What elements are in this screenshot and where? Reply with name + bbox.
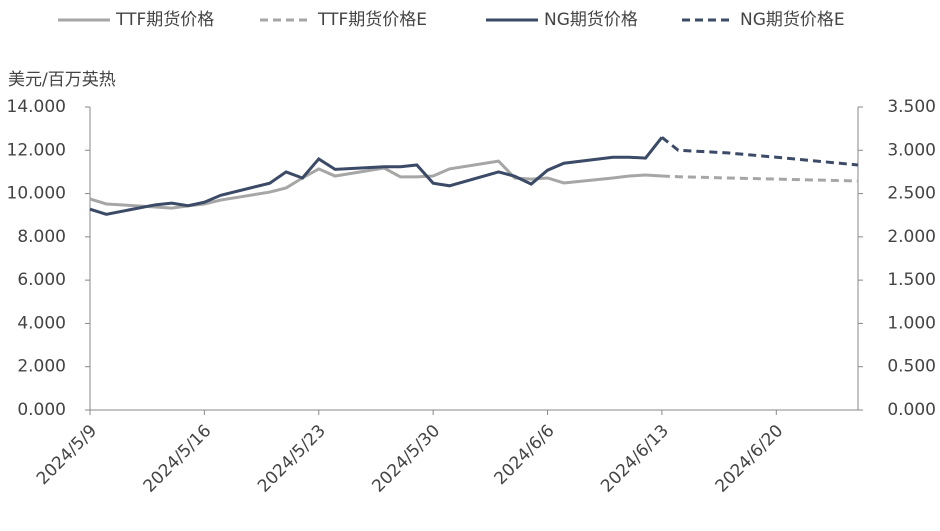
legend-label: NG期货价格E [740, 10, 845, 30]
legend-label: TTF期货价格E [317, 10, 427, 30]
y2-tick-label: 0.500 [887, 357, 936, 377]
x-tick-label: 2024/5/30 [368, 421, 444, 497]
line-series [89, 136, 664, 216]
x-tick-label: 2024/5/23 [254, 421, 330, 497]
x-tick-label: 2024/5/16 [140, 421, 216, 497]
x-tick-label: 2024/6/20 [712, 421, 788, 497]
y2-tick-label: 2.000 [887, 227, 936, 247]
x-tick-label: 2024/6/13 [597, 421, 673, 497]
line-series [660, 136, 859, 167]
y2-tick-label: 1.500 [887, 270, 936, 290]
y2-tick-label: 2.500 [887, 184, 936, 204]
y-tick-label: 2.000 [17, 357, 66, 377]
y-tick-label: 8.000 [17, 227, 66, 247]
x-tick-label: 2024/5/9 [33, 421, 101, 489]
y-axis-title: 美元/百万英热 [8, 70, 116, 90]
y-tick-label: 6.000 [17, 270, 66, 290]
y-tick-label: 10.000 [7, 184, 66, 204]
y2-tick-label: 3.000 [887, 140, 936, 160]
y2-tick-label: 1.000 [887, 313, 936, 333]
line-series [661, 174, 859, 183]
legend-label: NG期货价格 [544, 10, 638, 30]
x-tick-label: 2024/6/6 [490, 421, 558, 489]
legend-label: TTF期货价格 [115, 10, 214, 30]
y-tick-label: 0.000 [17, 400, 66, 420]
y2-tick-label: 3.500 [887, 97, 936, 117]
y-tick-label: 14.000 [7, 97, 66, 117]
y-tick-label: 12.000 [7, 140, 66, 160]
y2-tick-label: 0.000 [887, 400, 936, 420]
y-tick-label: 4.000 [17, 313, 66, 333]
